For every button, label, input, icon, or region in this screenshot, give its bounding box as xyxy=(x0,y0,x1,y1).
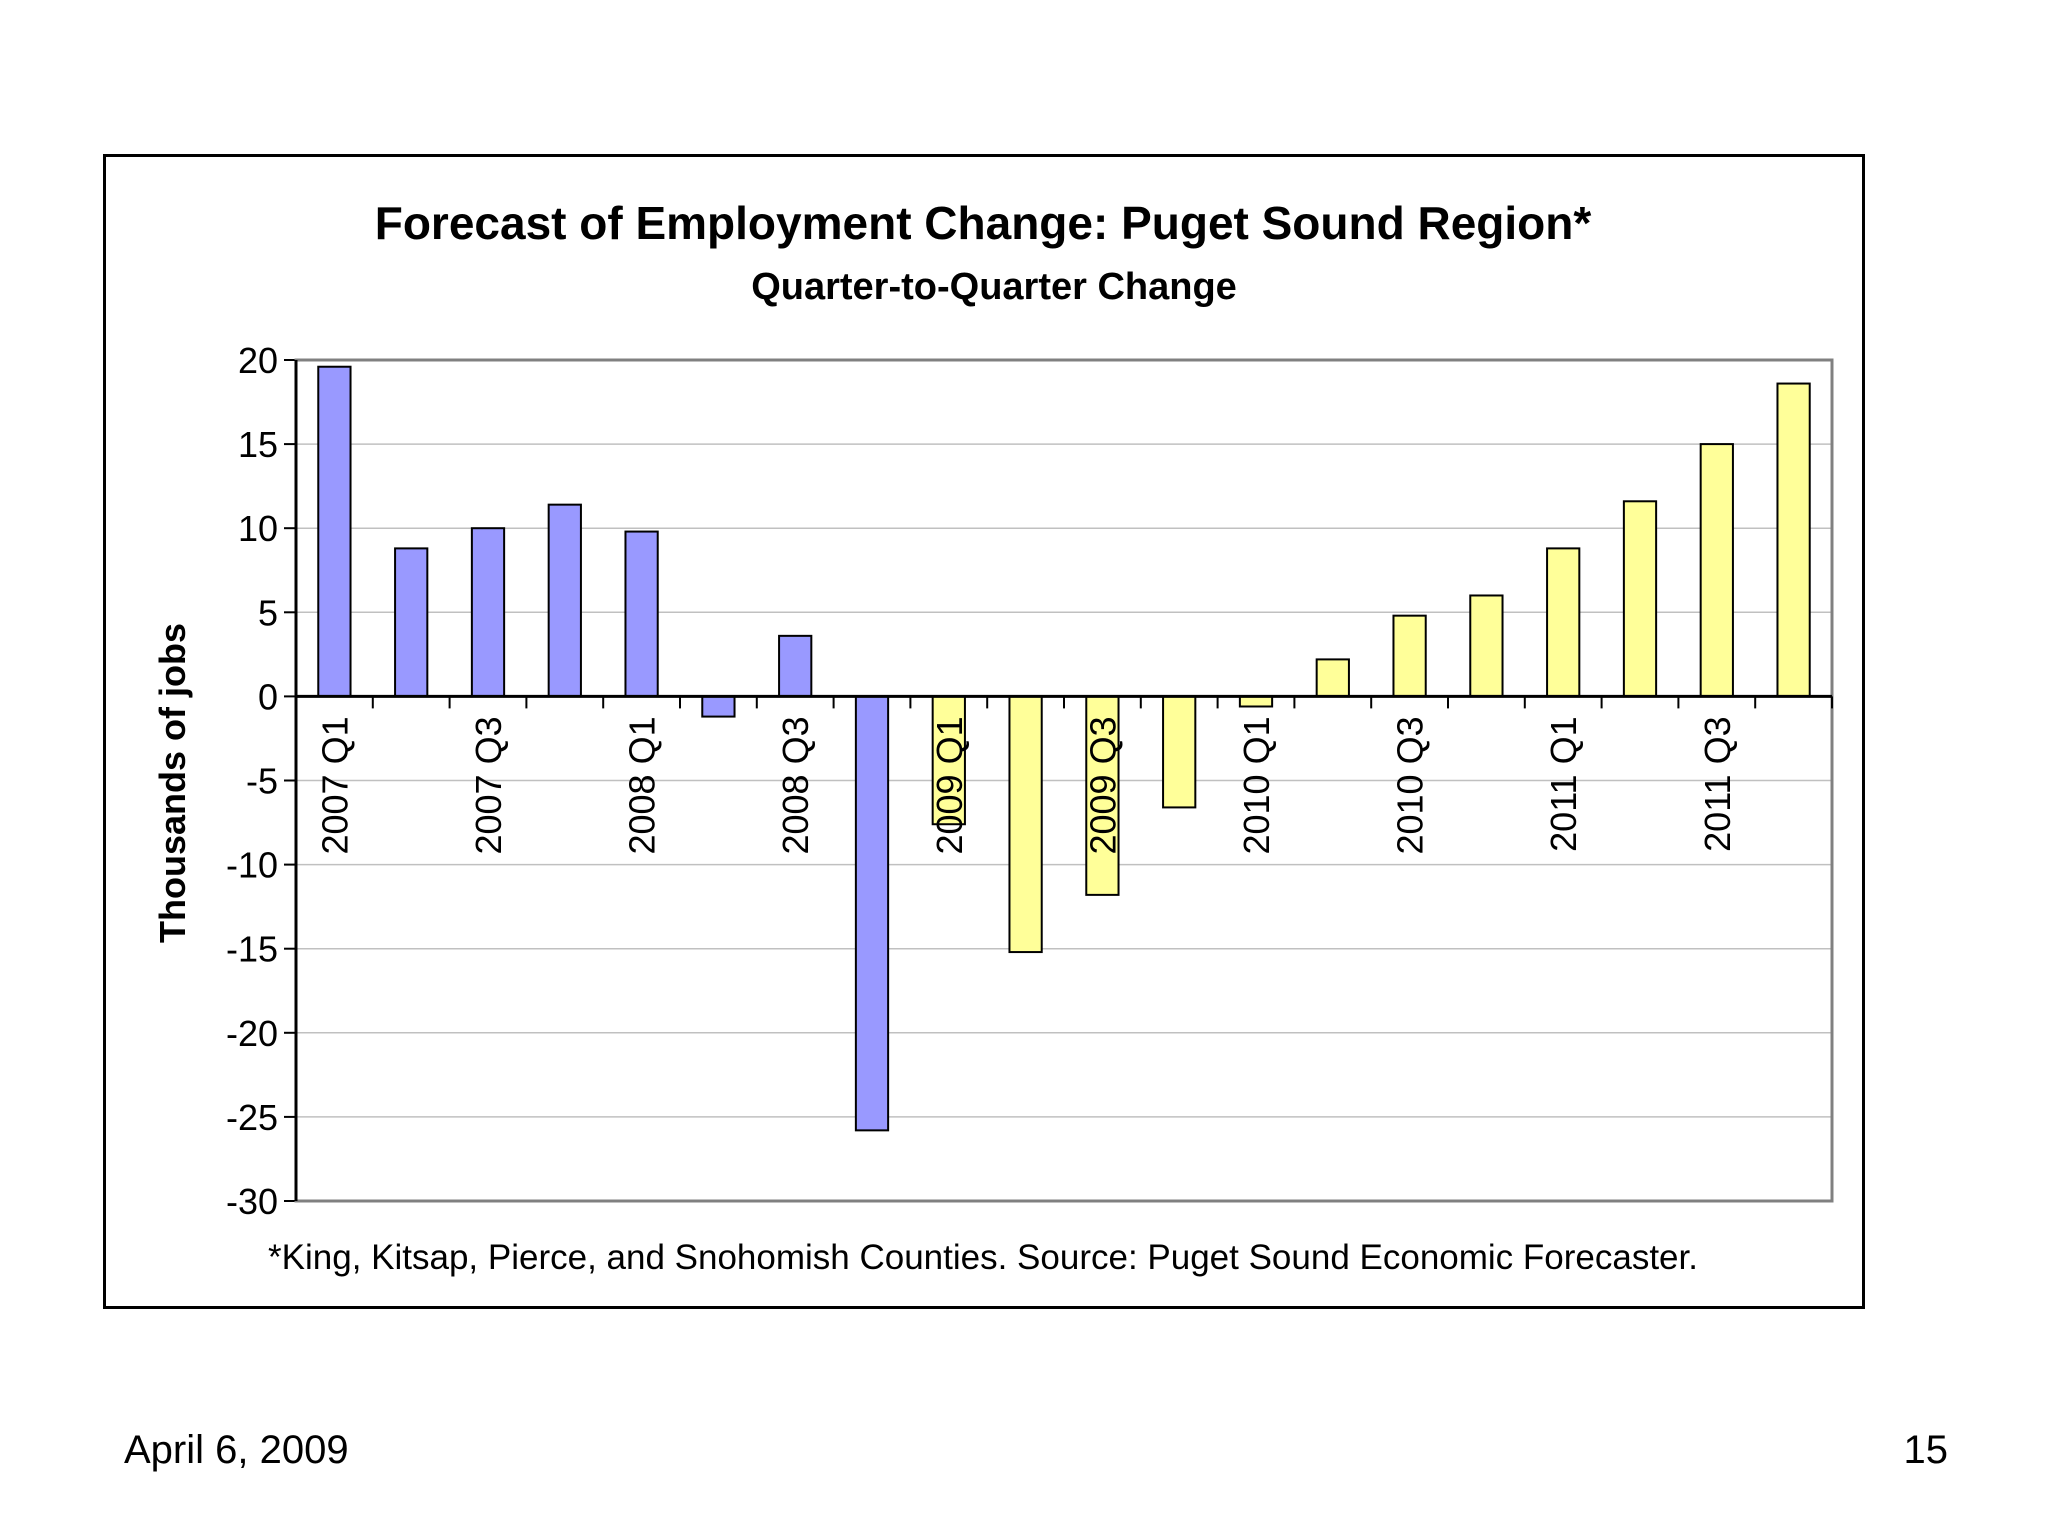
bar-2009-q3 xyxy=(1085,695,1120,896)
bar-2009-q4 xyxy=(1162,695,1197,809)
x-tick-label: 2007 Q3 xyxy=(468,716,509,854)
x-tick-label: 2009 Q3 xyxy=(1082,716,1123,854)
bar-2008-q3 xyxy=(778,634,813,698)
y-axis-label: Thousands of jobs xyxy=(152,623,193,943)
bar-2010-q2 xyxy=(1315,658,1350,698)
y-tick-label: 5 xyxy=(258,592,278,633)
y-tick-label: 15 xyxy=(238,424,278,465)
x-tick-label: 2008 Q3 xyxy=(775,716,816,854)
x-tick-label: 2007 Q1 xyxy=(314,716,355,854)
bar-2010-q1 xyxy=(1238,695,1274,708)
bar-2007-q3 xyxy=(470,527,506,698)
chart-title: Forecast of Employment Change: Puget Sou… xyxy=(375,197,1592,249)
chart-subtitle: Quarter-to-Quarter Change xyxy=(751,266,1237,308)
x-tick-label: 2010 Q3 xyxy=(1390,716,1431,854)
bar-2007-q2 xyxy=(394,547,429,698)
x-tick-label: 2010 Q1 xyxy=(1236,716,1277,854)
y-tick-label: 20 xyxy=(238,340,278,381)
slide-page-number: 15 xyxy=(1903,1428,1949,1472)
y-tick-label: -15 xyxy=(226,929,278,970)
y-tick-label: -10 xyxy=(226,845,278,886)
bar-2007-q4 xyxy=(547,503,582,698)
chart: Forecast of Employment Change: Puget Sou… xyxy=(152,197,1834,1277)
y-tick-label: 10 xyxy=(238,508,278,549)
bar-2011-q4 xyxy=(1776,382,1811,698)
y-tick-label: -30 xyxy=(226,1181,278,1222)
y-tick-label: -5 xyxy=(246,761,278,802)
x-tick-label: 2011 Q1 xyxy=(1543,716,1584,851)
bar-2008-q4 xyxy=(854,695,890,1132)
slide-date: April 6, 2009 xyxy=(124,1428,349,1472)
bar-2010-q3 xyxy=(1392,614,1427,698)
bar-2011-q2 xyxy=(1622,500,1658,698)
chart-frame: Forecast of Employment Change: Puget Sou… xyxy=(103,154,1865,1309)
bar-2009-q2 xyxy=(1008,695,1043,954)
y-tick-label: -25 xyxy=(226,1097,278,1138)
bar-2008-q1 xyxy=(624,530,659,698)
bar-2007-q1 xyxy=(317,365,352,698)
plot-area: 20 15 10 5 0 -5 -10 -15 -20 -25 -30 2007 Q1 2007 Q3 2… xyxy=(226,340,1834,1222)
bar-2010-q4 xyxy=(1469,594,1504,698)
bar-2008-q2 xyxy=(701,695,736,718)
y-tick-label: 0 xyxy=(258,676,278,717)
bar-2009-q1 xyxy=(931,695,966,826)
x-tick-label: 2011 Q3 xyxy=(1697,716,1738,851)
x-tick-label: 2009 Q1 xyxy=(929,716,970,854)
y-tick-label: -20 xyxy=(226,1013,278,1054)
bar-2011-q1 xyxy=(1546,547,1581,698)
x-tick-label: 2008 Q1 xyxy=(622,716,663,854)
chart-footnote: *King, Kitsap, Pierce, and Snohomish Cou… xyxy=(268,1238,1698,1277)
bar-2011-q3 xyxy=(1699,443,1734,698)
